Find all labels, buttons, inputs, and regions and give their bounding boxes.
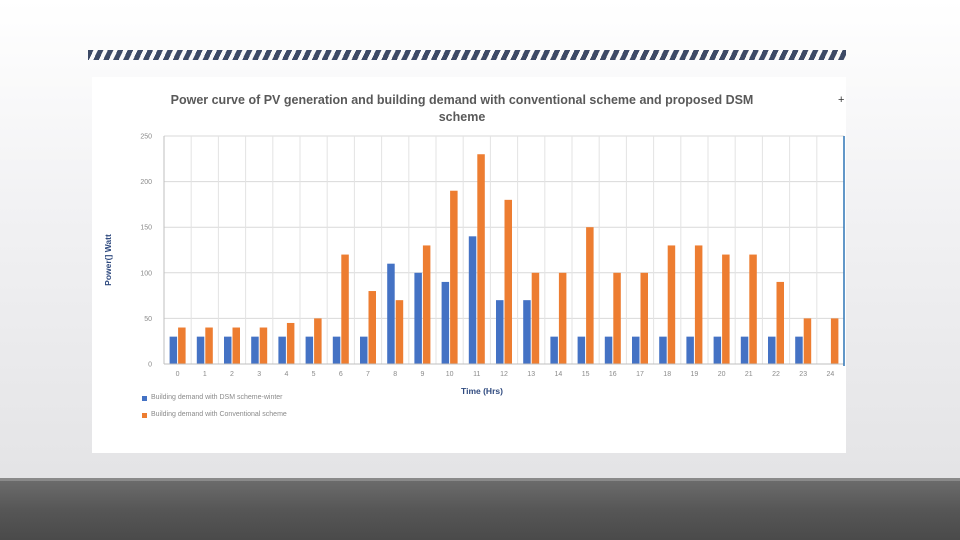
bar-conventional [286, 322, 295, 364]
x-axis-label: Time (Hrs) [461, 386, 503, 396]
bar-dsm [713, 336, 722, 364]
bar-conventional [422, 245, 431, 364]
x-tick-label: 5 [312, 371, 316, 378]
bar-dsm [468, 236, 477, 364]
bar-conventional [395, 300, 404, 364]
x-tick-label: 10 [446, 371, 454, 378]
bar-dsm [686, 336, 694, 364]
bar-conventional [314, 318, 322, 364]
x-tick-label: 22 [772, 371, 780, 378]
bar-dsm [414, 272, 422, 364]
bar-conventional [178, 327, 186, 364]
bar-dsm [251, 336, 259, 364]
y-axis-label: Power(] Watt [103, 234, 113, 286]
bar-dsm [360, 336, 368, 364]
bar-conventional [640, 272, 648, 364]
x-tick-label: 4 [284, 371, 288, 378]
x-tick-label: 0 [176, 371, 180, 378]
bar-dsm [632, 336, 640, 364]
x-tick-label: 20 [718, 371, 726, 378]
bar-conventional [558, 272, 567, 364]
bar-conventional [722, 254, 730, 364]
bar-dsm [523, 300, 531, 364]
x-tick-label: 21 [745, 371, 753, 378]
bar-dsm [387, 263, 395, 364]
gridlines [163, 135, 845, 365]
decorative-stripe-bar [88, 50, 846, 60]
x-tick-label: 17 [636, 371, 644, 378]
bar-dsm [496, 300, 504, 364]
x-tick-label: 8 [393, 371, 397, 378]
x-tick-label: 15 [582, 371, 590, 378]
bar-conventional [830, 318, 839, 364]
x-tick-label: 9 [420, 371, 424, 378]
legend-label-conventional: Building demand with Conventional scheme [151, 411, 287, 418]
x-tick-label: 6 [339, 371, 343, 378]
x-tick-label: 16 [609, 371, 617, 378]
bar-dsm [441, 281, 450, 364]
bar-conventional [776, 281, 784, 364]
y-tick-label: 50 [144, 316, 152, 323]
x-tick-label: 24 [827, 371, 835, 378]
bar-conventional [450, 190, 458, 364]
bar-conventional [749, 254, 757, 364]
bar-dsm [332, 336, 341, 364]
bar-dsm [196, 336, 205, 364]
bar-dsm [550, 336, 558, 364]
legend-swatch-dsm [142, 396, 147, 401]
bar-dsm [278, 336, 286, 364]
legend-label-dsm: Building demand with DSM scheme-winter [151, 394, 283, 401]
x-tick-label: 13 [527, 371, 535, 378]
bar-conventional [259, 327, 268, 364]
bars [169, 154, 839, 364]
y-tick-label: 100 [140, 270, 152, 277]
y-tick-label: 150 [140, 225, 152, 232]
bar-dsm [659, 336, 667, 364]
bar-dsm [224, 336, 232, 364]
bar-conventional [232, 327, 240, 364]
bar-conventional [531, 272, 540, 364]
x-tick-label: 7 [366, 371, 370, 378]
x-tick-label: 14 [555, 371, 563, 378]
bar-conventional [667, 245, 676, 364]
axes [163, 136, 845, 366]
chart-panel: Power curve of PV generation and buildin… [92, 77, 846, 453]
bar-conventional [504, 199, 512, 364]
x-tick-label: 2 [230, 371, 234, 378]
bar-conventional [368, 291, 376, 364]
bar-dsm [305, 336, 314, 364]
bar-dsm [577, 336, 586, 364]
x-tick-label: 1 [203, 371, 207, 378]
bar-conventional [803, 318, 812, 364]
bar-conventional [341, 254, 349, 364]
bar-conventional [613, 272, 621, 364]
x-tick-label: 18 [663, 371, 671, 378]
legend-swatch-conventional [142, 413, 147, 418]
bar-dsm [169, 336, 178, 364]
x-tick-label: 23 [799, 371, 807, 378]
x-tick-label: 3 [257, 371, 261, 378]
bar-conventional [694, 245, 703, 364]
y-tick-label: 0 [148, 362, 152, 369]
bar-dsm [768, 336, 776, 364]
chart-title: Power curve of PV generation and buildin… [170, 93, 754, 124]
bar-conventional [205, 327, 213, 364]
bar-dsm [740, 336, 749, 364]
x-tick-label: 12 [500, 371, 508, 378]
plus-icon: + [838, 94, 845, 106]
bar-dsm [795, 336, 803, 364]
y-tick-label: 200 [140, 179, 152, 186]
y-tick-label: 250 [140, 134, 152, 141]
bar-conventional [586, 227, 594, 364]
floor-edge [0, 478, 960, 482]
x-tick-label: 19 [691, 371, 699, 378]
bar-conventional [477, 154, 485, 364]
x-tick-label: 11 [473, 371, 480, 378]
floor-texture [0, 481, 960, 540]
bar-dsm [604, 336, 613, 364]
